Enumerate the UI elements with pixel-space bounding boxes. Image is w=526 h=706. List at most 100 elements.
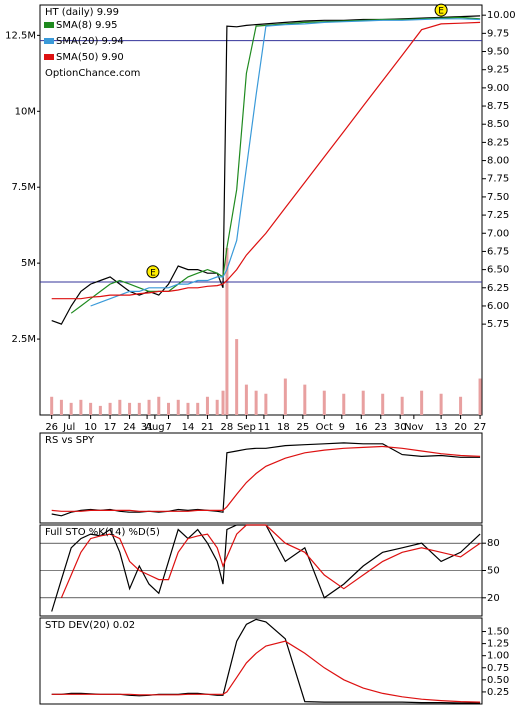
y2-tick-label: 12.5M bbox=[5, 30, 36, 41]
x-tick-label: Aug bbox=[145, 422, 165, 433]
y-tick-label: 10.00 bbox=[487, 10, 516, 21]
volume-bar bbox=[244, 384, 248, 415]
y-tick-label: 9.00 bbox=[487, 83, 509, 94]
x-tick-label: 14 bbox=[182, 422, 195, 433]
x-tick-label: 27 bbox=[474, 422, 487, 433]
x-tick-label: 16 bbox=[355, 422, 368, 433]
x-tick-label: 24 bbox=[123, 422, 136, 433]
volume-bar bbox=[361, 390, 365, 415]
volume-bar bbox=[176, 399, 180, 415]
x-tick-label: 7 bbox=[165, 422, 171, 433]
volume-bar bbox=[205, 396, 209, 415]
y-tick-label: 20 bbox=[487, 593, 500, 604]
series-line bbox=[60, 524, 481, 599]
event-marker bbox=[146, 265, 160, 279]
volume-bar bbox=[186, 402, 190, 415]
y-tick-label: 9.50 bbox=[487, 47, 509, 58]
legend-swatch bbox=[44, 54, 54, 60]
legend-swatch bbox=[44, 22, 54, 28]
event-label: E bbox=[438, 7, 444, 17]
panel-title: Full STO %K(14) %D(5) bbox=[45, 527, 160, 538]
volume-bar bbox=[459, 396, 463, 415]
series-line bbox=[51, 524, 481, 612]
watermark: OptionChance.com bbox=[45, 68, 140, 79]
volume-bar bbox=[98, 405, 102, 415]
volume-bar bbox=[235, 339, 239, 415]
y2-tick-label: 5M bbox=[21, 258, 36, 269]
volume-bar bbox=[89, 402, 93, 415]
y-tick-label: 8.75 bbox=[487, 101, 509, 112]
volume-bar bbox=[400, 396, 404, 415]
y-tick-label: 8.25 bbox=[487, 137, 509, 148]
legend-label: SMA(20) 9.94 bbox=[56, 36, 124, 47]
panel-frame bbox=[39, 432, 483, 524]
x-tick-label: 9 bbox=[339, 422, 345, 433]
y-tick-label: 9.25 bbox=[487, 65, 509, 76]
x-tick-label: 31 bbox=[141, 422, 154, 433]
volume-bar bbox=[439, 393, 443, 415]
event-marker bbox=[434, 3, 448, 17]
x-tick-label: 30 bbox=[394, 422, 407, 433]
series-line bbox=[51, 445, 481, 512]
volume-bar bbox=[303, 384, 307, 415]
legend-swatch bbox=[44, 38, 54, 44]
y-tick-label: 8.00 bbox=[487, 156, 509, 167]
x-tick-label: Sep bbox=[237, 422, 256, 433]
volume-bar bbox=[215, 399, 219, 415]
y-tick-label: 0.75 bbox=[487, 663, 509, 674]
volume-bar bbox=[79, 399, 83, 415]
series-line bbox=[51, 21, 481, 300]
volume-bar bbox=[225, 247, 229, 415]
volume-bar bbox=[322, 390, 326, 415]
volume-bar bbox=[254, 390, 258, 415]
volume-bar bbox=[167, 402, 171, 415]
y-tick-label: 6.75 bbox=[487, 246, 509, 257]
x-tick-label: Oct bbox=[316, 422, 333, 433]
panel-title: RS vs SPY bbox=[45, 435, 95, 446]
y2-tick-label: 2.5M bbox=[11, 334, 36, 345]
panel-title: HT (daily) 9.99 bbox=[45, 7, 119, 18]
x-tick-label: 13 bbox=[435, 422, 448, 433]
volume-bar bbox=[69, 402, 73, 415]
y-tick-label: 7.50 bbox=[487, 192, 509, 203]
y2-tick-label: 7.5M bbox=[11, 182, 36, 193]
y-tick-label: 80 bbox=[487, 538, 500, 549]
legend-label: SMA(50) 9.90 bbox=[56, 52, 124, 63]
series-line bbox=[90, 18, 481, 307]
x-tick-label: 17 bbox=[104, 422, 117, 433]
y-tick-label: 7.75 bbox=[487, 174, 509, 185]
x-tick-label: 26 bbox=[45, 422, 58, 433]
y-tick-label: 1.25 bbox=[487, 639, 509, 650]
y-tick-label: 6.50 bbox=[487, 265, 509, 276]
volume-bar bbox=[221, 390, 225, 415]
series-line bbox=[51, 640, 481, 703]
x-tick-label: Jul bbox=[62, 422, 75, 433]
volume-bar bbox=[108, 402, 112, 415]
x-tick-label: 25 bbox=[296, 422, 309, 433]
volume-bar bbox=[420, 390, 424, 415]
y-tick-label: 9.75 bbox=[487, 28, 509, 39]
panel-frame bbox=[39, 4, 483, 416]
panel-frame bbox=[39, 617, 483, 705]
series-line bbox=[70, 16, 481, 314]
x-tick-label: 10 bbox=[84, 422, 97, 433]
y-tick-label: 1.50 bbox=[487, 627, 509, 638]
volume-bar bbox=[283, 378, 287, 415]
y-tick-label: 1.00 bbox=[487, 651, 509, 662]
series-line bbox=[51, 618, 481, 704]
series-line bbox=[51, 442, 481, 517]
volume-bar bbox=[118, 399, 122, 415]
volume-bar bbox=[478, 378, 482, 415]
volume-bar bbox=[50, 396, 54, 415]
legend-label: SMA(8) 9.95 bbox=[56, 20, 117, 31]
volume-bar bbox=[381, 393, 385, 415]
y-tick-label: 7.25 bbox=[487, 210, 509, 221]
x-tick-label: 11 bbox=[258, 422, 271, 433]
volume-bar bbox=[342, 393, 346, 415]
y-tick-label: 5.75 bbox=[487, 319, 509, 330]
panel-title: STD DEV(20) 0.02 bbox=[45, 620, 135, 631]
x-tick-label: 23 bbox=[374, 422, 387, 433]
volume-bar bbox=[196, 402, 200, 415]
y-tick-label: 6.00 bbox=[487, 301, 509, 312]
y-tick-label: 0.25 bbox=[487, 687, 509, 698]
